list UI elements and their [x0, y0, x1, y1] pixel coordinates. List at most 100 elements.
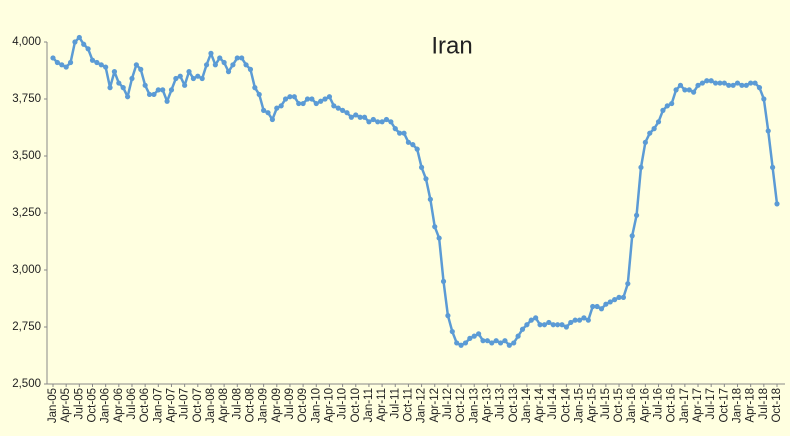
point	[467, 335, 473, 341]
x-tick-label: Jul-09	[284, 388, 296, 419]
point	[146, 91, 153, 98]
point	[335, 105, 341, 111]
x-tick-label: Apr-11	[376, 388, 388, 422]
point	[607, 299, 613, 305]
point	[397, 130, 403, 136]
point	[366, 119, 372, 125]
point	[572, 317, 578, 323]
point	[120, 85, 126, 91]
x-tick-label: Jul-15	[600, 388, 612, 419]
point	[212, 62, 218, 68]
point	[752, 80, 758, 86]
point	[677, 82, 684, 88]
point	[261, 107, 267, 113]
point	[528, 317, 534, 323]
x-tick-label: Apr-17	[692, 388, 704, 423]
point	[269, 116, 275, 123]
point	[107, 85, 113, 91]
point	[691, 89, 697, 95]
point	[401, 130, 407, 136]
x-tick-label: Jul-05	[73, 388, 85, 419]
point	[647, 130, 653, 136]
point	[348, 114, 354, 120]
y-tick-label: 3,750	[12, 93, 41, 105]
point	[493, 338, 499, 344]
x-tick-label: Apr-05	[60, 388, 72, 423]
x-tick-label: Jul-14	[547, 387, 559, 419]
point	[638, 164, 644, 170]
point	[664, 103, 670, 109]
point	[423, 176, 429, 182]
x-tick-label: Apr-18	[745, 388, 757, 423]
point	[85, 46, 91, 52]
point	[182, 82, 188, 88]
x-tick-label: Apr-13	[481, 388, 493, 423]
point	[550, 322, 556, 328]
point	[278, 103, 284, 109]
point	[436, 235, 442, 241]
point	[410, 142, 416, 148]
point	[256, 91, 262, 98]
line	[52, 36, 779, 347]
x-tick-label: Apr-14	[534, 387, 546, 422]
x-tick-label: Apr-15	[587, 388, 599, 423]
point	[476, 331, 482, 337]
point	[603, 301, 609, 307]
point	[432, 224, 438, 230]
point	[217, 55, 223, 61]
point	[511, 340, 517, 346]
point	[625, 281, 631, 287]
x-tick-label: Oct-16	[666, 388, 678, 423]
y-tick-label: 2,750	[12, 321, 41, 333]
point	[699, 80, 706, 86]
point	[103, 64, 109, 70]
point	[177, 73, 183, 79]
x-tick-label: Jul-08	[231, 388, 243, 419]
point	[322, 96, 328, 102]
point	[563, 324, 569, 330]
point	[669, 100, 675, 107]
point	[774, 201, 780, 207]
x-tick-label: Jan-06	[100, 388, 112, 423]
y-tick-label: 4,000	[12, 36, 41, 48]
point	[375, 119, 381, 125]
point	[524, 322, 530, 328]
point	[594, 303, 600, 310]
point	[309, 96, 315, 102]
x-tick-label: Jul-06	[126, 388, 138, 419]
point	[704, 78, 710, 84]
x-tick-label: Jan-17	[679, 388, 691, 423]
x-tick-label: Jan-11	[363, 388, 375, 422]
point	[326, 94, 333, 100]
point	[392, 126, 398, 132]
point	[651, 126, 657, 132]
point	[471, 333, 477, 339]
point	[484, 338, 490, 344]
x-tick-label: Oct-11	[402, 388, 414, 422]
point	[533, 315, 539, 321]
point	[313, 100, 319, 107]
point	[726, 82, 732, 88]
point	[418, 164, 425, 170]
point	[361, 114, 368, 120]
point	[743, 82, 749, 88]
x-tick-label: Apr-06	[113, 388, 125, 423]
point	[331, 103, 337, 109]
point	[445, 313, 451, 319]
point	[414, 146, 420, 152]
point	[63, 64, 69, 70]
point	[353, 112, 359, 118]
x-tick-label: Oct-10	[350, 388, 362, 423]
x-tick-label: Oct-17	[718, 388, 730, 423]
y-tick-label: 3,000	[12, 264, 41, 276]
point	[458, 342, 464, 348]
x-tick-label: Apr-09	[271, 388, 283, 423]
x-tick-label: Jul-10	[337, 388, 349, 419]
x-tick-label: Jan-09	[258, 388, 270, 423]
point	[568, 319, 574, 326]
point	[598, 306, 605, 312]
point	[252, 85, 258, 91]
point	[98, 62, 104, 68]
point	[304, 96, 311, 102]
